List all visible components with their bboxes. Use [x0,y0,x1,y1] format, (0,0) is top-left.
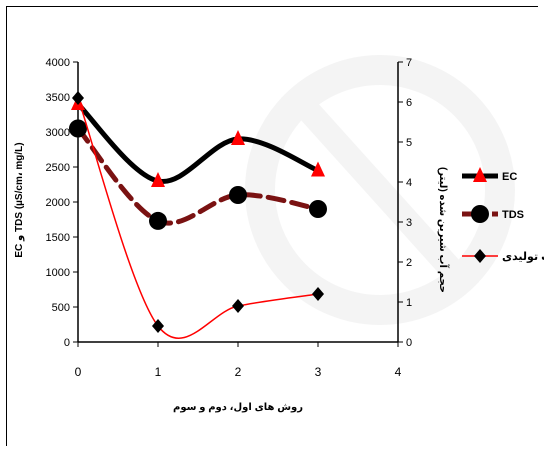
y-left-tick-label: 2500 [46,162,70,174]
y-left-tick-label: 2000 [46,197,70,209]
legend-marker-2 [474,249,486,263]
x-tick-label: 4 [395,365,402,379]
series-1-point [229,186,247,204]
series-2-point [152,319,164,333]
y-right-tick-label: 2 [406,257,412,269]
y-left-tick-label: 3500 [46,92,70,104]
axes: 0 1 2 3 4 0 500 1000 1500 2000 2500 3000 3500 4000 0 1 2… [46,57,413,379]
series-2-point [232,299,244,313]
y-right-tick-label: 7 [406,57,412,69]
series-line-1 [75,126,321,226]
y-left-tick-label: 4000 [46,57,70,69]
legend-label-1: TDS [502,209,524,221]
series-1-point [69,119,87,138]
x-tick-label: 1 [155,365,162,379]
y-right-tick-label: 3 [406,217,412,229]
series-1-point [309,200,327,218]
y-left-tick-label: 0 [64,337,70,349]
legend-label-0: EC [502,171,517,183]
y-axis-label-left: EC و TDS (µS/cm، mg/L) [14,142,25,257]
series-2-point [312,287,324,301]
y-left-tick-label: 1000 [46,267,70,279]
series-1-point [149,211,167,230]
legend-marker-1 [471,205,489,223]
legend-marker-0 [473,167,487,182]
y-right-tick-label: 4 [406,177,412,189]
y-right-tick-label: 0 [406,337,412,349]
x-tick-label: 3 [315,365,322,379]
y-right-tick-label: 5 [406,137,412,149]
y-left-tick-label: 500 [52,302,70,314]
y-axis-label-right: حجم آب شیرین شده (لیتر) [437,167,450,293]
y-right-tick-label: 1 [406,297,412,309]
series-0-point [151,172,165,187]
series-line-2 [77,97,319,339]
series-line-0 [75,101,321,184]
x-axis-label: روش های اول، دوم و سوم [173,402,303,413]
chart-frame [6,6,538,446]
x-tick-label: 2 [235,365,242,379]
legend: EC TDS حجم آب تولیدی [462,167,544,263]
series-2-point [72,91,84,105]
series-layer [69,91,327,339]
series-0-point [311,161,325,177]
y-left-tick-label: 3000 [46,127,70,139]
legend-label-2: حجم آب تولیدی [502,249,544,263]
y-right-tick-label: 6 [406,97,412,109]
y-left-tick-label: 1500 [46,232,70,244]
x-tick-label: 0 [75,365,82,379]
series-0-point [231,130,245,145]
